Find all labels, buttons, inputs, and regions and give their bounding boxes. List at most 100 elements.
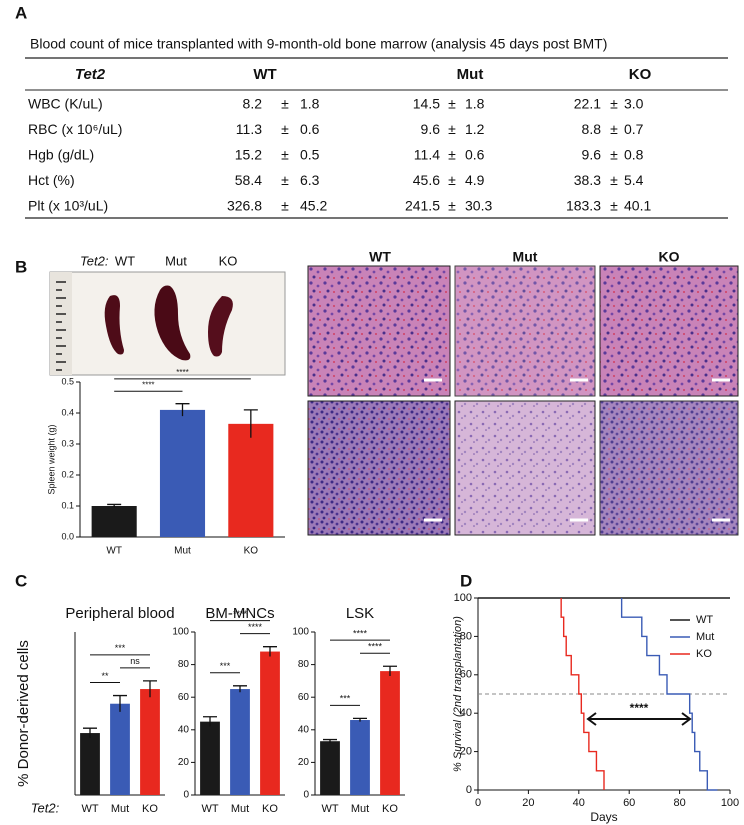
bar (200, 721, 220, 795)
cell-sd: 40.1 (624, 198, 651, 214)
cell-sd: 5.4 (624, 172, 644, 188)
x-tick-label: WT (201, 803, 218, 815)
cell-sd: 0.6 (300, 121, 320, 137)
significance-label: ns (130, 656, 140, 666)
bar (80, 733, 100, 795)
cell-pm: ± (281, 172, 289, 188)
cell-mean: 183.3 (566, 198, 601, 214)
x-tick-label: 0 (475, 797, 481, 809)
bar (320, 741, 340, 795)
cell-pm: ± (448, 198, 456, 214)
significance-label: **** (248, 622, 263, 632)
y-axis-label: Spleen weight (g) (46, 424, 56, 494)
cell-mean: 38.3 (574, 172, 601, 188)
bar (91, 506, 137, 537)
cell-sd: 3.0 (624, 96, 644, 112)
error-bar (83, 727, 97, 738)
x-axis-label: Days (590, 810, 617, 824)
bar (260, 651, 280, 795)
chart-title-box: BM-MNCs (205, 605, 275, 622)
y-tick-label: 80 (178, 659, 190, 670)
cell-pm: ± (610, 172, 618, 188)
y-tick-label: 0.2 (61, 469, 74, 479)
table-header: KO (629, 66, 652, 83)
significance-label: **** (142, 380, 154, 389)
x-tick-label: Mut (174, 546, 191, 557)
error-bar (175, 403, 190, 417)
y-axis-label: % Survival (2nd transplantation) (452, 616, 464, 772)
cell-mean: 14.5 (413, 96, 440, 112)
row-label: Plt (x 10³/uL) (28, 198, 108, 214)
x-tick-label: KO (382, 803, 398, 815)
cell-sd: 4.9 (465, 172, 485, 188)
y-tick-label: 0 (466, 784, 472, 796)
cell-sd: 1.2 (465, 121, 485, 137)
cell-sd: 0.8 (624, 147, 644, 163)
cell-sd: 45.2 (300, 198, 327, 214)
error-bar (243, 409, 258, 438)
y-tick-label: 0 (303, 790, 309, 801)
significance-label: *** (115, 643, 126, 653)
y-tick-label: 40 (460, 707, 472, 719)
error-bar (113, 694, 127, 712)
y-tick-label: 0.4 (61, 407, 74, 417)
photo-label: Mut (165, 253, 187, 268)
histology-label: KO (659, 249, 680, 265)
cell-pm: ± (610, 96, 618, 112)
error-bar (107, 503, 122, 508)
y-tick-label: 20 (460, 746, 472, 758)
photo-label: KO (219, 253, 238, 268)
cell-pm: ± (448, 172, 456, 188)
histology-images (307, 265, 739, 536)
cell-mean: 241.5 (405, 198, 440, 214)
significance-label: *** (340, 694, 351, 704)
bar (350, 720, 370, 795)
cell-mean: 9.6 (421, 121, 441, 137)
x-tick-label: 100 (721, 797, 739, 809)
cell-mean: 8.8 (582, 121, 602, 137)
table-title: Blood count of mice transplanted with 9-… (30, 36, 607, 52)
cell-mean: 11.4 (414, 147, 440, 163)
x-tick-label: 20 (522, 797, 534, 809)
cell-pm: ± (610, 198, 618, 214)
comparison-arrow (586, 712, 692, 726)
bar (230, 689, 250, 795)
row-label: WBC (K/uL) (28, 96, 103, 112)
legend-label: Mut (696, 631, 714, 643)
cell-mean: 15.2 (235, 147, 262, 163)
cell-sd: 0.6 (465, 147, 485, 163)
error-bar (233, 685, 247, 693)
x-tick-label: WT (106, 546, 122, 557)
error-bar (383, 665, 397, 677)
significance-label: **** (368, 642, 383, 652)
cell-sd: 6.3 (300, 172, 320, 188)
chart-title-box: LSK (346, 605, 374, 622)
cell-sd: 30.3 (465, 198, 492, 214)
x-tick-label: KO (244, 546, 259, 557)
significance-label: **** (630, 701, 649, 715)
cell-pm: ± (448, 121, 456, 137)
error-bar (203, 716, 217, 727)
cell-pm: ± (610, 147, 618, 163)
histology-label: Mut (513, 249, 538, 265)
panel-label: C (15, 571, 27, 590)
significance-label: **** (176, 368, 188, 377)
cell-sd: 1.8 (300, 96, 320, 112)
table-header: Tet2 (75, 66, 106, 83)
x-tick-label: WT (321, 803, 338, 815)
cell-pm: ± (448, 96, 456, 112)
cell-pm: ± (281, 121, 289, 137)
panel-label: D (460, 571, 472, 590)
y-tick-label: 80 (298, 659, 310, 670)
cell-mean: 11.3 (236, 121, 262, 137)
chart-title: BM-MNCs (205, 605, 275, 622)
y-tick-label: 20 (298, 757, 310, 768)
cell-mean: 45.6 (413, 172, 440, 188)
x-tick-label: Mut (231, 803, 249, 815)
y-tick-label: 0.5 (61, 376, 74, 386)
cell-mean: 58.4 (235, 172, 262, 188)
x-tick-label: 60 (623, 797, 635, 809)
category-prefix: Tet2: (31, 800, 60, 815)
error-bar (323, 738, 337, 743)
